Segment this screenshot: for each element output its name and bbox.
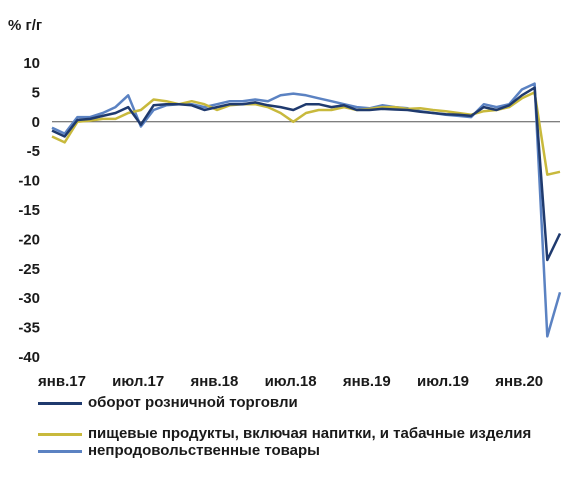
legend-swatch-food-products	[38, 433, 82, 436]
x-tick-label: янв.19	[343, 373, 391, 390]
legend-label-food-products: пищевые продукты, включая напитки, и таб…	[88, 425, 532, 442]
y-tick-label: -20	[18, 231, 40, 248]
y-tick-label: -30	[18, 290, 40, 307]
legend-item-non-food-goods: непродовольственные товары	[38, 442, 568, 459]
legend-swatch-non-food-goods	[38, 450, 82, 453]
x-tick-label: июл.18	[265, 373, 317, 390]
y-tick-label: 5	[32, 84, 40, 101]
y-tick-label: -5	[27, 143, 40, 160]
x-tick-label: янв.20	[495, 373, 543, 390]
legend-label-retail-turnover: оборот розничной торговли	[88, 394, 298, 411]
y-tick-label: -10	[18, 173, 40, 190]
x-tick-label: июл.19	[417, 373, 469, 390]
legend: оборот розничной торговли пищевые продук…	[38, 394, 568, 459]
y-axis-label: % г/г	[8, 17, 42, 34]
y-tick-label: 0	[32, 114, 40, 131]
x-tick-labels: янв.17 июл.17 янв.18 июл.18 янв.19 июл.19 янв.…	[38, 373, 543, 390]
y-tick-label: 10	[23, 55, 40, 72]
x-tick-label: янв.18	[190, 373, 238, 390]
legend-swatch-retail-turnover	[38, 402, 82, 405]
legend-item-food-products: пищевые продукты, включая напитки, и таб…	[38, 425, 568, 442]
y-tick-label: -15	[18, 202, 40, 219]
series-lines	[51, 82, 562, 338]
y-tick-label: -40	[18, 349, 40, 366]
y-tick-labels: 10 5 0 -5 -10 -15 -20 -25 -30 -35 -40	[18, 55, 40, 366]
y-tick-label: -25	[18, 261, 40, 278]
legend-item-retail-turnover: оборот розничной торговли	[38, 394, 568, 411]
series-line-0	[51, 86, 562, 262]
legend-label-non-food-goods: непродовольственные товары	[88, 442, 320, 459]
x-tick-label: янв.17	[38, 373, 86, 390]
line-chart: % г/г 10 5 0 -5 -10 -15 -20 -25 -30 -35 -40 янв.17…	[8, 17, 562, 390]
x-tick-label: июл.17	[112, 373, 164, 390]
y-tick-label: -35	[18, 320, 40, 337]
